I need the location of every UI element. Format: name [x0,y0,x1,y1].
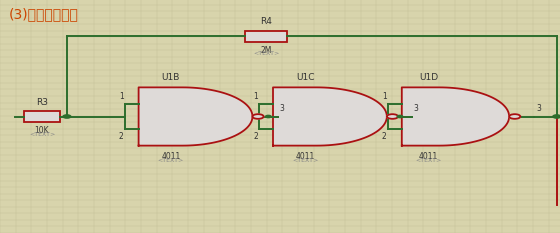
Circle shape [553,115,560,118]
Bar [245,31,287,42]
Text: 4011: 4011 [296,152,315,161]
Polygon shape [402,87,509,146]
Text: 2: 2 [119,132,123,141]
Polygon shape [138,87,253,146]
Text: 1: 1 [253,92,258,101]
Bar [24,111,60,122]
Text: 4011: 4011 [419,152,438,161]
Text: 2: 2 [382,132,386,141]
Text: 1: 1 [119,92,123,101]
Text: 3: 3 [279,104,284,113]
Text: U1D: U1D [419,72,438,82]
Text: U1C: U1C [296,72,315,82]
Polygon shape [273,87,387,146]
Text: 3: 3 [414,104,419,113]
Text: 10K: 10K [35,126,49,135]
Text: <TEXT>: <TEXT> [292,158,318,163]
Circle shape [387,114,398,119]
Text: (3)低频放大模块: (3)低频放大模块 [8,7,78,21]
Circle shape [63,115,71,118]
Text: R4: R4 [260,17,272,26]
Text: <TEXT>: <TEXT> [158,158,184,163]
Circle shape [397,115,403,118]
Text: 4011: 4011 [161,152,180,161]
Text: <TEXT>: <TEXT> [416,158,441,163]
Text: 2: 2 [253,132,258,141]
Circle shape [265,115,271,118]
Text: <TEXT>: <TEXT> [253,51,279,56]
Text: 3: 3 [536,104,541,113]
Text: U1B: U1B [162,72,180,82]
Circle shape [253,114,264,119]
Text: 1: 1 [382,92,386,101]
Text: <TEXT>: <TEXT> [29,132,55,137]
Text: 2M: 2M [260,46,272,55]
Circle shape [509,114,520,119]
Text: R3: R3 [36,98,48,107]
